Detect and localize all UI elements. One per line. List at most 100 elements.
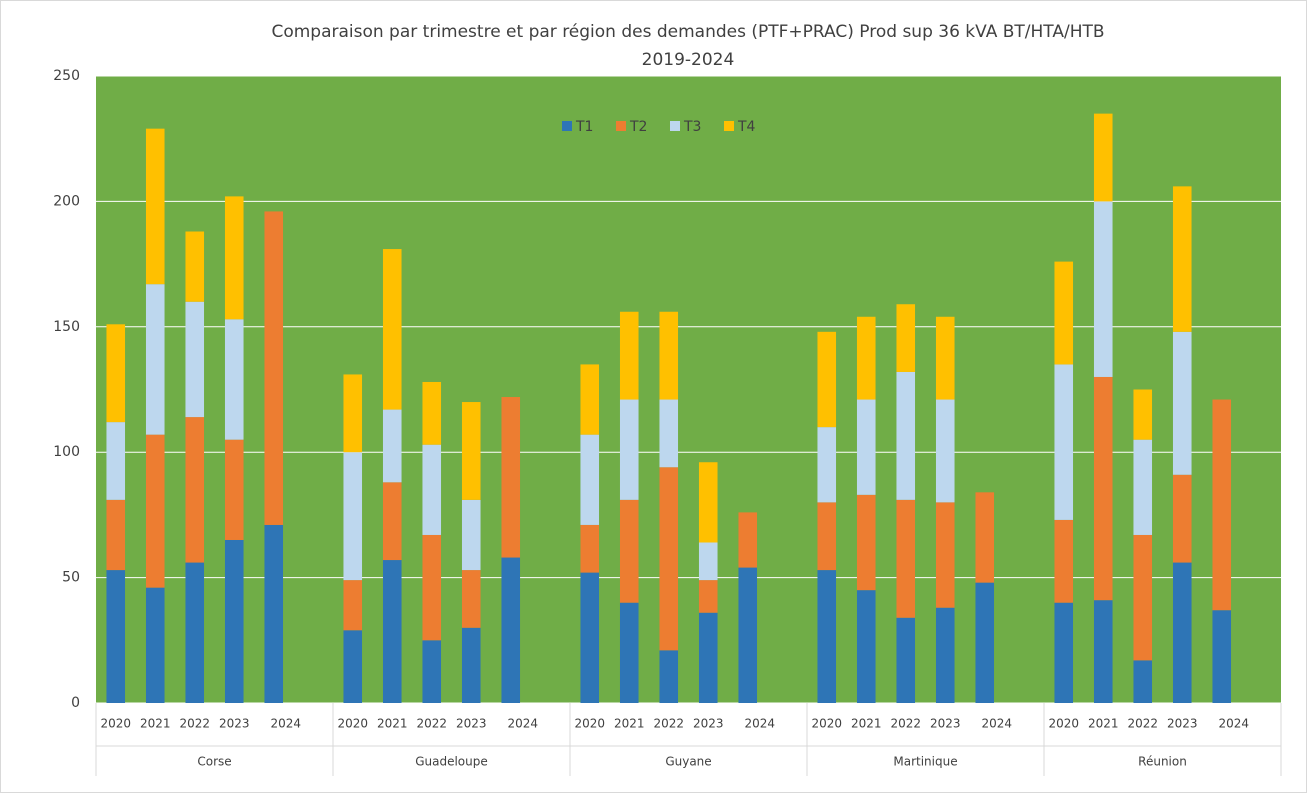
y-tick-label: 150 (53, 319, 80, 335)
x-tick-label: 2023 (219, 717, 250, 731)
x-tick-label: 2021 (851, 717, 882, 731)
y-tick-label: 100 (53, 444, 80, 460)
bar-segment (106, 324, 126, 423)
x-tick-label: 2022 (179, 717, 210, 731)
bar-segment (856, 590, 876, 703)
x-tick-label: 2022 (416, 717, 447, 731)
bar-segment (619, 499, 639, 603)
bar-segment (343, 452, 363, 581)
x-tick-label: 2021 (377, 717, 408, 731)
bar-segment (461, 570, 481, 628)
bar-segment (817, 570, 837, 703)
bar-segment (145, 434, 165, 588)
bar-segment (264, 524, 284, 703)
bar-segment (185, 231, 205, 302)
x-tick-label: 2024 (270, 717, 301, 731)
bar-segment (382, 560, 402, 703)
bar-segment (1212, 399, 1232, 611)
bar-segment (1133, 439, 1153, 535)
bar-segment (817, 331, 837, 428)
bar-segment (501, 557, 521, 703)
bar-segment (1093, 113, 1113, 202)
bar-segment (1172, 474, 1192, 563)
x-tick-label: 2023 (930, 717, 961, 731)
bar-segment (185, 301, 205, 418)
bar-segment (1133, 534, 1153, 661)
bar-segment (382, 249, 402, 410)
bar-segment (145, 587, 165, 703)
bar-segment (1133, 660, 1153, 703)
bar-segment (185, 417, 205, 563)
bar-segment (1054, 602, 1074, 703)
bar-segment (580, 364, 600, 435)
bar-segment (896, 304, 916, 372)
group-label: Réunion (1138, 755, 1187, 769)
bar-segment (817, 427, 837, 503)
bar-segment (896, 371, 916, 500)
bar-segment (975, 582, 995, 703)
bar-segment (106, 499, 126, 571)
group-label: Corse (197, 755, 231, 769)
bar-segment (264, 211, 284, 525)
x-tick-label: 2024 (507, 717, 538, 731)
bar-segment (856, 316, 876, 400)
x-tick-label: 2020 (1048, 717, 1079, 731)
legend-label: T1 (575, 119, 593, 135)
bar-segment (935, 399, 955, 503)
x-tick-label: 2021 (1088, 717, 1119, 731)
x-tick-label: 2023 (1167, 717, 1198, 731)
bar-segment (422, 534, 442, 641)
bar-segment (738, 512, 758, 568)
bar-segment (106, 422, 126, 500)
x-tick-label: 2021 (614, 717, 645, 731)
chart-title: Comparaison par trimestre et par région … (271, 22, 1104, 42)
group-label: Guyane (665, 755, 711, 769)
group-label: Martinique (893, 755, 957, 769)
bar-segment (698, 462, 718, 543)
bar-segment (1054, 519, 1074, 603)
bar-segment (580, 524, 600, 573)
bar-segment (698, 580, 718, 613)
x-tick-label: 2024 (1218, 717, 1249, 731)
bar-segment (896, 617, 916, 703)
x-tick-label: 2024 (744, 717, 775, 731)
bar-segment (185, 562, 205, 703)
bar-segment (1172, 331, 1192, 475)
bar-segment (422, 640, 442, 703)
bar-segment (817, 502, 837, 571)
legend-swatch (670, 121, 680, 131)
bar-segment (1093, 600, 1113, 703)
bar-segment (659, 650, 679, 703)
bar-segment (106, 570, 126, 703)
x-tick-label: 2020 (337, 717, 368, 731)
bar-segment (461, 402, 481, 500)
bar-segment (224, 319, 244, 440)
bar-segment (659, 467, 679, 651)
bar-segment (619, 311, 639, 400)
bar-segment (145, 284, 165, 435)
bar-segment (1172, 186, 1192, 332)
group-label: Guadeloupe (415, 755, 488, 769)
bar-segment (145, 128, 165, 285)
legend-label: T3 (683, 119, 701, 135)
y-tick-label: 50 (62, 570, 80, 586)
bar-segment (659, 311, 679, 400)
bar-segment (856, 399, 876, 495)
bar-segment (975, 492, 995, 583)
bar-segment (343, 580, 363, 631)
bar-segment (1054, 364, 1074, 520)
x-tick-label: 2020 (574, 717, 605, 731)
x-tick-label: 2023 (456, 717, 487, 731)
bar-segment (501, 397, 521, 558)
x-tick-label: 2021 (140, 717, 171, 731)
bar-segment (343, 374, 363, 453)
x-tick-label: 2022 (890, 717, 921, 731)
x-tick-label: 2022 (653, 717, 684, 731)
y-tick-label: 250 (53, 68, 80, 84)
legend-label: T4 (737, 119, 756, 135)
x-tick-label: 2024 (981, 717, 1012, 731)
bar-segment (935, 607, 955, 703)
bar-segment (1133, 389, 1153, 440)
chart-subtitle: 2019-2024 (642, 50, 735, 70)
